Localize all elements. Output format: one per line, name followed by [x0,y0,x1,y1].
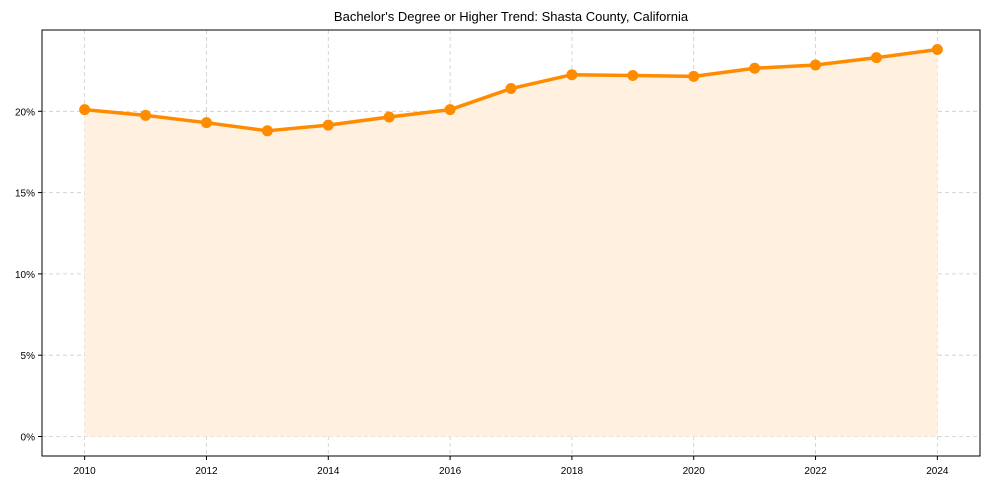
data-point [200,117,212,129]
chart-title: Bachelor's Degree or Higher Trend: Shast… [334,9,689,24]
data-point [931,44,943,56]
x-tick-label: 2020 [683,466,706,477]
data-points [79,44,943,137]
data-point [322,119,334,131]
data-point [627,70,639,82]
y-tick-label: 15% [15,189,35,200]
x-tick-label: 2018 [561,466,584,477]
data-point [444,104,456,116]
data-point [810,59,822,71]
y-tick-label: 20% [15,107,35,118]
data-point [79,104,91,116]
data-point [261,125,273,137]
x-tick-label: 2016 [439,466,462,477]
y-axis: 0% 5% 10% 15% 20% [15,107,42,443]
plot-frame [41,29,981,457]
x-tick-label: 2014 [317,466,340,477]
y-tick-label: 10% [15,270,35,281]
data-point [749,62,761,74]
data-point [140,109,152,121]
y-tick-label: 0% [21,432,36,443]
data-point [505,83,517,95]
data-point [688,70,700,82]
area-fill [84,49,938,437]
x-axis: 2010 2012 2014 2016 2018 2020 2022 2024 [74,456,949,477]
x-tick-label: 2012 [195,466,218,477]
data-point [383,111,395,123]
data-point [870,52,882,64]
x-tick-label: 2010 [74,466,97,477]
x-tick-label: 2022 [804,466,827,477]
data-point [566,69,578,81]
x-tick-label: 2024 [926,466,949,477]
y-tick-label: 5% [21,351,36,362]
